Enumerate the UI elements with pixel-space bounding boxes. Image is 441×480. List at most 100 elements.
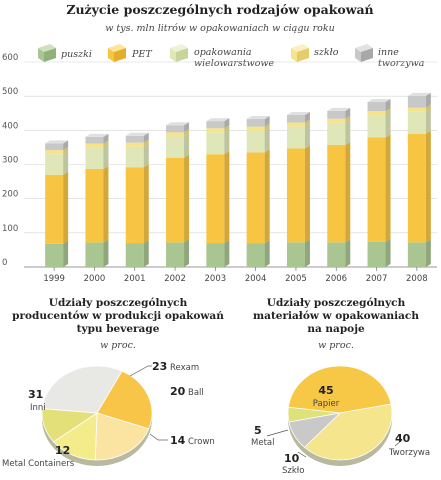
bar-side [184, 122, 190, 133]
bar-side [345, 107, 351, 119]
bar-side [264, 123, 270, 131]
bar-chart-subtitle: w tys. mln litrów w opakowaniach w ciągu… [105, 23, 334, 34]
bar-side [63, 147, 69, 155]
bar-side [143, 240, 149, 267]
pie2-value-szklo: 10 [284, 452, 300, 465]
x-tick-label: 2003 [205, 274, 227, 284]
y-axis: 0 100 200 300 400 500 600 [2, 53, 18, 268]
bar-segment-opakowania-wielowarstwowe [206, 132, 225, 155]
pie1-value-crown: 14 [170, 434, 186, 447]
bar-top [166, 122, 190, 126]
bar-side [63, 171, 69, 244]
bar-segment-szkło [367, 111, 386, 116]
legend-label-inne-2: tworzywa [378, 58, 425, 69]
bar-side [143, 132, 149, 143]
bar-top [407, 92, 431, 96]
legend-item-wielowarstwowe: opakowania wielowarstwowe [170, 44, 275, 69]
pie-slice-papier [287, 365, 392, 414]
x-tick-label: 2008 [406, 274, 428, 284]
bar-segment-puszki [206, 243, 225, 267]
bar-chart-title: Zużycie poszczególnych rodzajów opakowań [66, 2, 373, 17]
legend-label-wielowarstwowe-1: opakowania [194, 47, 252, 58]
pie-slice-inni [41, 365, 123, 414]
bar-segment-opakowania-wielowarstwowe [85, 147, 104, 169]
bar-side [425, 108, 431, 134]
bar-side [264, 240, 270, 267]
bar-segment-inne-tworzywa [407, 95, 426, 108]
bar-segment-szkło [327, 118, 346, 123]
pie2-title-line3: na napoje [307, 323, 365, 335]
legend-item-inne: inne tworzywa [355, 44, 425, 69]
pie1-label-inni: Inni [30, 403, 46, 413]
bar-side [385, 108, 391, 116]
legend-item-pet: PET [108, 44, 152, 62]
legend-label-inne-1: inne [378, 47, 399, 58]
bar-segment-pet [85, 168, 104, 243]
pie-slice-ball [94, 412, 150, 461]
bar-segment-pet [45, 174, 64, 244]
bar-side [103, 239, 109, 267]
bar-segment-puszki [45, 243, 64, 267]
bar-top [45, 140, 69, 144]
pie-chart-materials [287, 365, 393, 466]
legend-label-pet: PET [131, 49, 152, 60]
bar-segment-opakowania-wielowarstwowe [246, 130, 265, 153]
bar-stack-2004 [246, 116, 270, 267]
bar-stack-2002 [166, 122, 190, 267]
bar-segment-inne-tworzywa [246, 119, 265, 127]
bar-segment-pet [407, 133, 426, 243]
bar-segment-pet [327, 145, 346, 243]
bar-segment-inne-tworzywa [125, 135, 144, 143]
pie1-value-metal-containers: 12 [55, 444, 70, 457]
bar-segment-puszki [286, 242, 305, 267]
bar-side [304, 119, 310, 127]
bar-segment-puszki [246, 243, 265, 267]
x-tick-label: 2006 [325, 274, 347, 284]
bar-segment-inne-tworzywa [327, 110, 346, 119]
bar-stack-2003 [206, 118, 230, 267]
legend-item-szklo: szkło [291, 44, 339, 62]
bar-segment-inne-tworzywa [166, 125, 185, 133]
pie2-label-metal: Metal [251, 438, 274, 448]
bar-side [224, 129, 230, 155]
bar-segment-puszki [166, 242, 185, 267]
bar-segment-inne-tworzywa [286, 114, 305, 123]
y-tick-label: 100 [2, 224, 18, 234]
bar-side [385, 112, 391, 138]
bar-segment-pet [367, 137, 386, 242]
bar-segment-szkło [85, 143, 104, 148]
x-tick-label: 2005 [285, 274, 307, 284]
bar-top [125, 132, 149, 136]
bar-segment-puszki [125, 243, 144, 267]
bar-side [143, 164, 149, 244]
bar-segment-inne-tworzywa [85, 136, 104, 144]
bar-side [304, 123, 310, 149]
pie1-label-rexam: Rexam [170, 363, 199, 373]
bar-side [304, 145, 310, 243]
bar-segment-szkło [246, 126, 265, 131]
pie-slice-metal [287, 406, 341, 423]
bar-side [103, 165, 109, 243]
bar-side [143, 143, 149, 168]
legend-label-puszki: puszki [61, 49, 92, 60]
bar-segment-szkło [206, 128, 225, 133]
bar-segment-puszki [367, 241, 386, 267]
pie2-label-papier: Papier [313, 399, 340, 409]
bar-side [425, 92, 431, 108]
x-tick-label: 2002 [164, 274, 186, 284]
bar-side [103, 133, 109, 144]
bar-segment-opakowania-wielowarstwowe [125, 146, 144, 168]
legend-label-szklo: szkło [314, 47, 339, 58]
legend: puszki PET opakowania wielowarstwowe szk… [38, 44, 425, 69]
legend-label-wielowarstwowe-2: wielowarstwowe [194, 58, 275, 69]
bar-top [85, 133, 109, 137]
bar-segment-szkło [407, 107, 426, 112]
bar-segment-inne-tworzywa [206, 121, 225, 129]
pie2-title-line1: Udziały poszczególnych [267, 297, 406, 309]
y-tick-label: 600 [2, 53, 18, 63]
bar-side [103, 144, 109, 169]
pie1-labels: 23 Rexam 20 Ball 14 Crown 31 Inni 12 Met… [2, 360, 215, 469]
x-tick-label: 1999 [43, 274, 65, 284]
bar-segment-szkło [45, 150, 64, 155]
bar-stack-1999 [45, 140, 69, 267]
